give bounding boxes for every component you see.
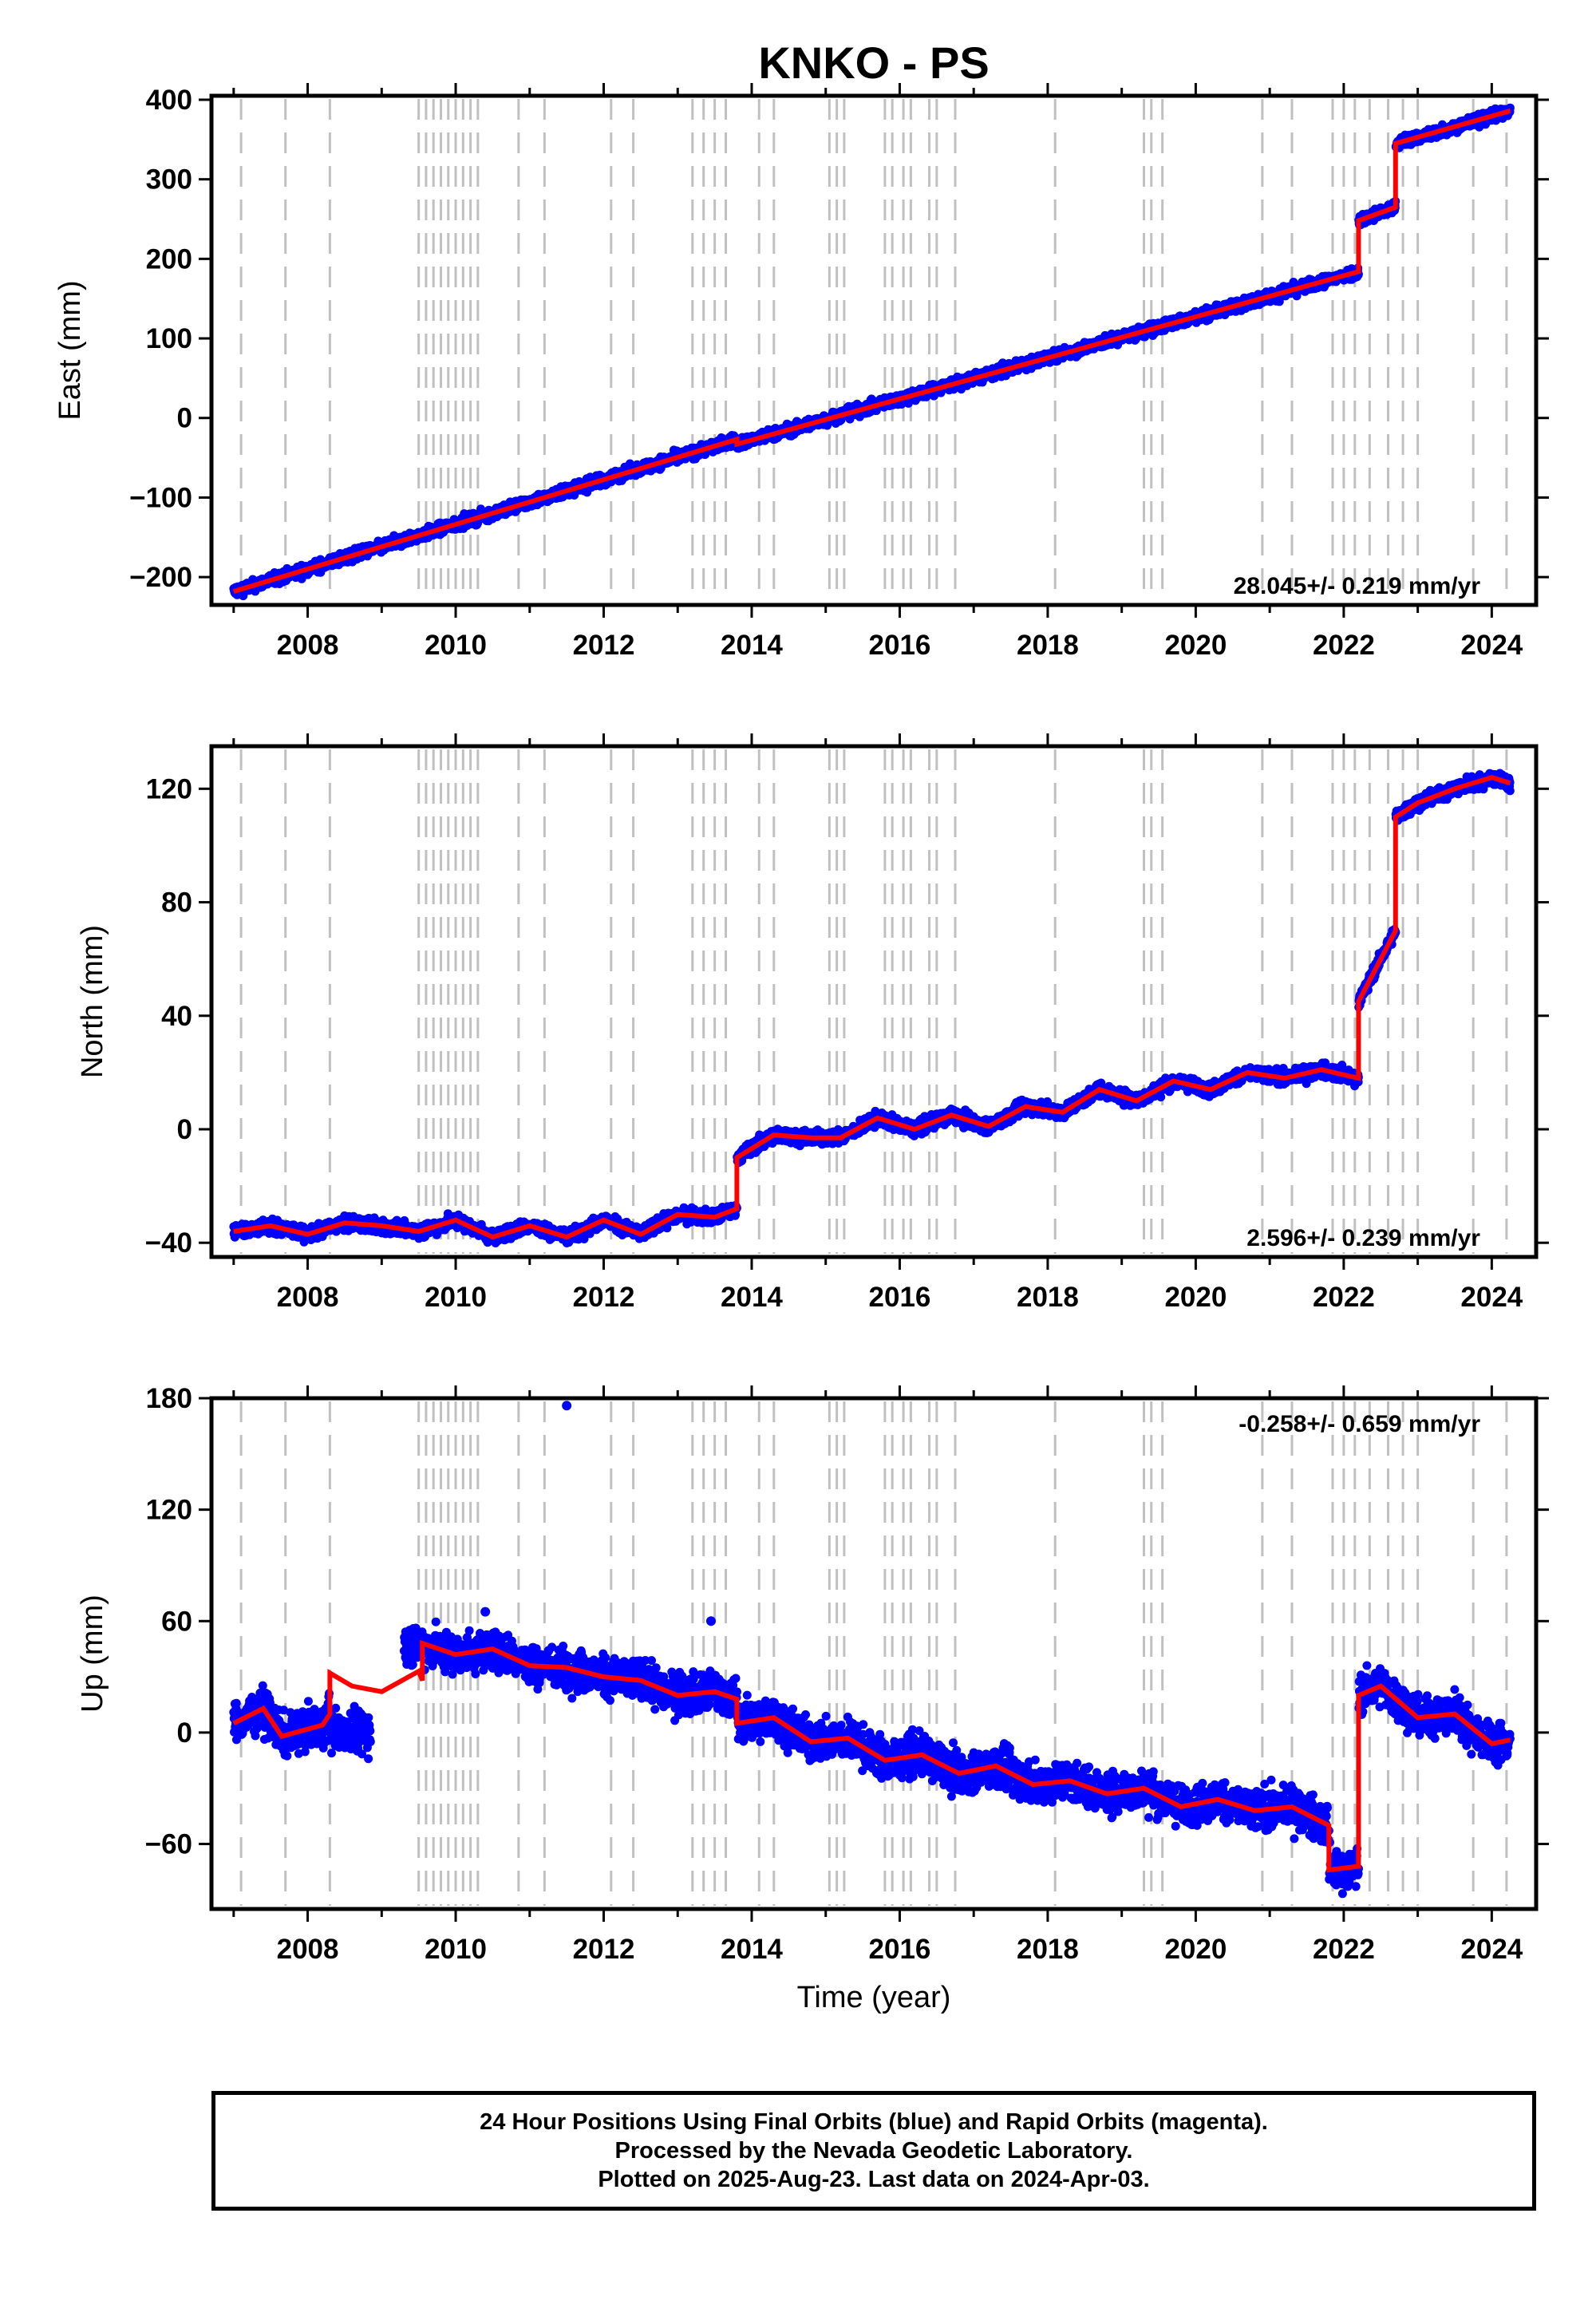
y-tick-label: 0 [177, 403, 192, 434]
event-lines [239, 749, 1508, 1254]
y-tick-label: 300 [146, 164, 192, 196]
data-points [229, 769, 1515, 1247]
x-tick-label: 2014 [721, 630, 783, 661]
figure-title: KNKO - PS [758, 38, 989, 88]
y-tick-label: 200 [146, 243, 192, 275]
y-tick-label: −200 [129, 562, 192, 593]
x-tick-label: 2024 [1460, 630, 1523, 661]
y-tick-label: −100 [129, 482, 192, 513]
x-tick-label: 2010 [425, 630, 487, 661]
y-tick-label: 400 [146, 85, 192, 116]
x-tick-label: 2008 [277, 630, 339, 661]
event-lines [239, 99, 1508, 602]
x-tick-label: 2020 [1164, 630, 1227, 661]
x-tick-label: 2022 [1313, 630, 1375, 661]
x-tick-label: 2016 [869, 630, 931, 661]
data-points [229, 103, 1515, 601]
x-tick-label: 2018 [1017, 630, 1079, 661]
y-axis-label: East (mm) [53, 280, 87, 420]
east-panel: −200 −100 0 100 200 300 400 2008 2010 2012 2014 201… [53, 83, 1549, 661]
velocity-rate-label: 28.045+/- 0.219 mm/yr [1234, 573, 1481, 599]
plot-frame [209, 93, 1539, 607]
x-tick-label: 2012 [573, 630, 635, 661]
y-tick-label: 100 [146, 323, 192, 354]
